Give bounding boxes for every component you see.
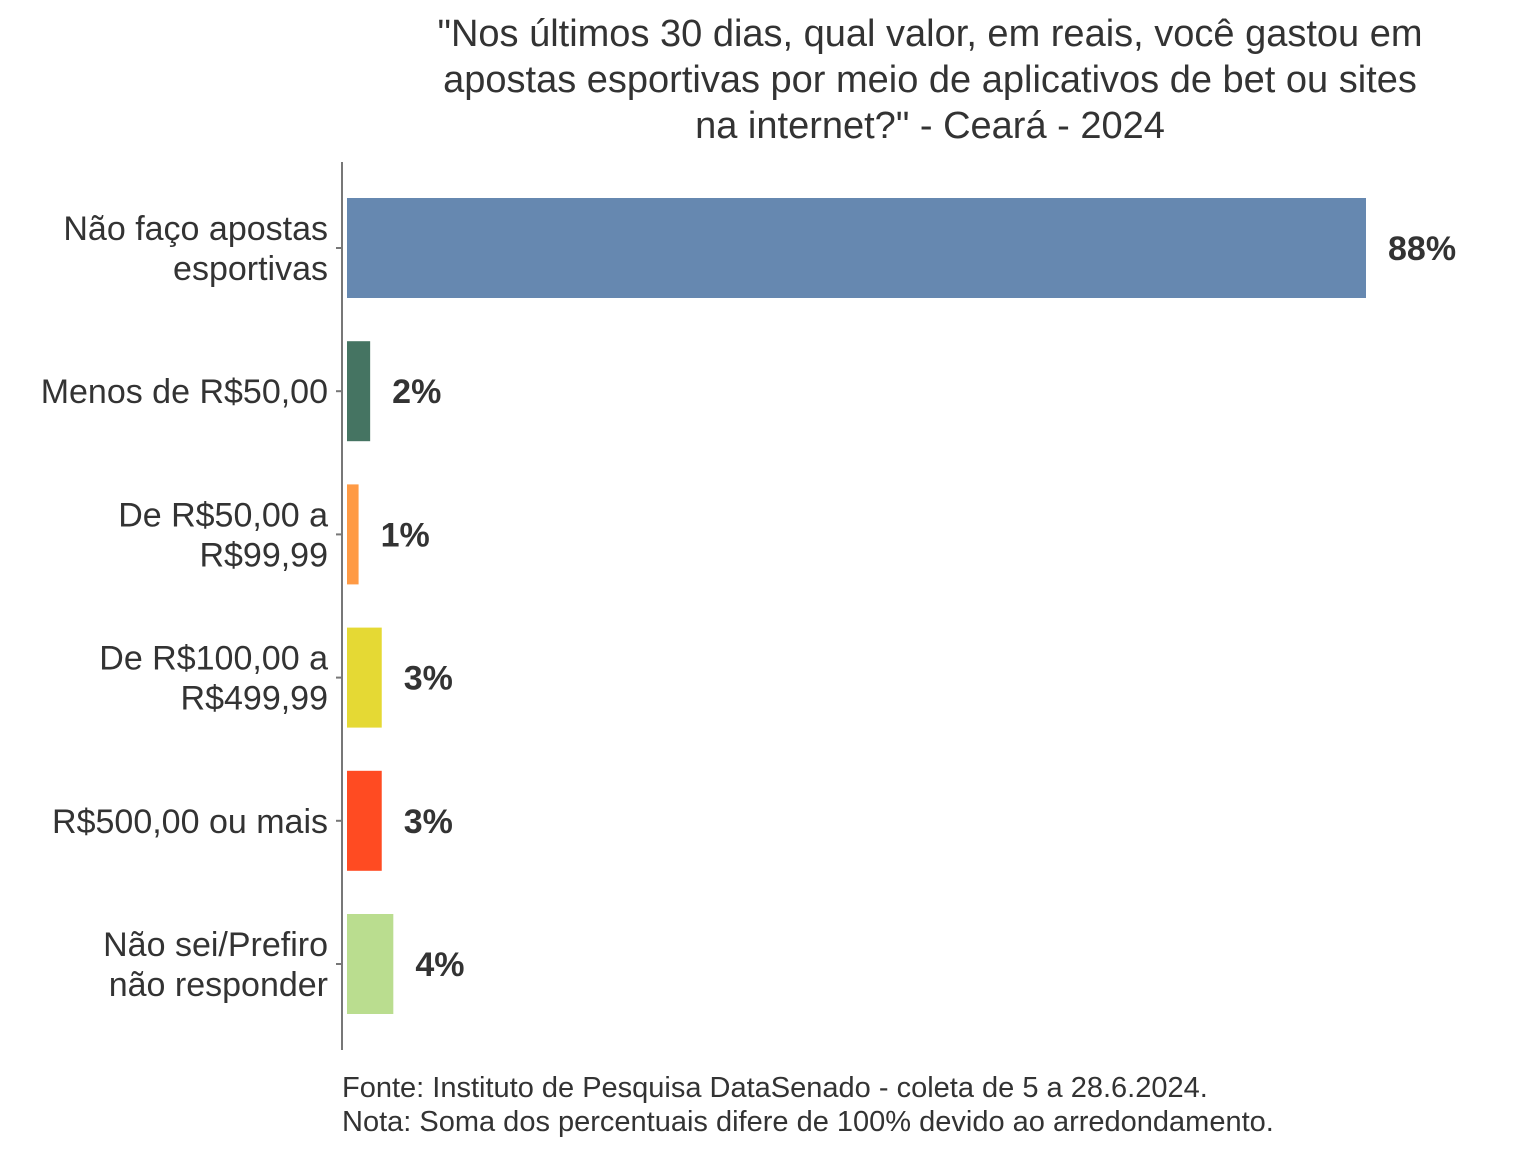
category-label: Não sei/Prefiro	[103, 926, 328, 964]
value-label: 88%	[1388, 230, 1456, 268]
value-label: 3%	[404, 660, 453, 698]
chart-title-line: apostas esportivas por meio de aplicativ…	[443, 59, 1417, 101]
category-label: Não faço apostas	[63, 210, 328, 248]
value-label: 4%	[415, 946, 464, 984]
bar-2	[347, 484, 359, 585]
category-label: R$99,99	[199, 536, 328, 574]
category-label: De R$100,00 a	[99, 640, 328, 678]
bar-5	[347, 914, 394, 1014]
value-label: 3%	[404, 803, 453, 841]
value-label: 2%	[392, 373, 441, 411]
bar-1	[347, 341, 371, 442]
category-label: De R$50,00 a	[118, 496, 328, 534]
category-label: esportivas	[173, 250, 328, 288]
chart-title-line: "Nos últimos 30 dias, qual valor, em rea…	[437, 13, 1422, 55]
category-label: R$499,99	[181, 680, 328, 718]
bar-4	[347, 770, 382, 871]
category-label: Menos de R$50,00	[41, 373, 328, 411]
value-label: 1%	[381, 516, 430, 554]
category-label: R$500,00 ou mais	[52, 803, 328, 841]
footnote: Nota: Soma dos percentuais difere de 100…	[342, 1106, 1274, 1138]
bar-3	[347, 627, 382, 728]
chart-title-line: na internet?" - Ceará - 2024	[695, 105, 1165, 147]
bar-0	[347, 198, 1366, 298]
footnote: Fonte: Instituto de Pesquisa DataSenado …	[342, 1072, 1208, 1104]
category-label: não responder	[109, 966, 328, 1004]
